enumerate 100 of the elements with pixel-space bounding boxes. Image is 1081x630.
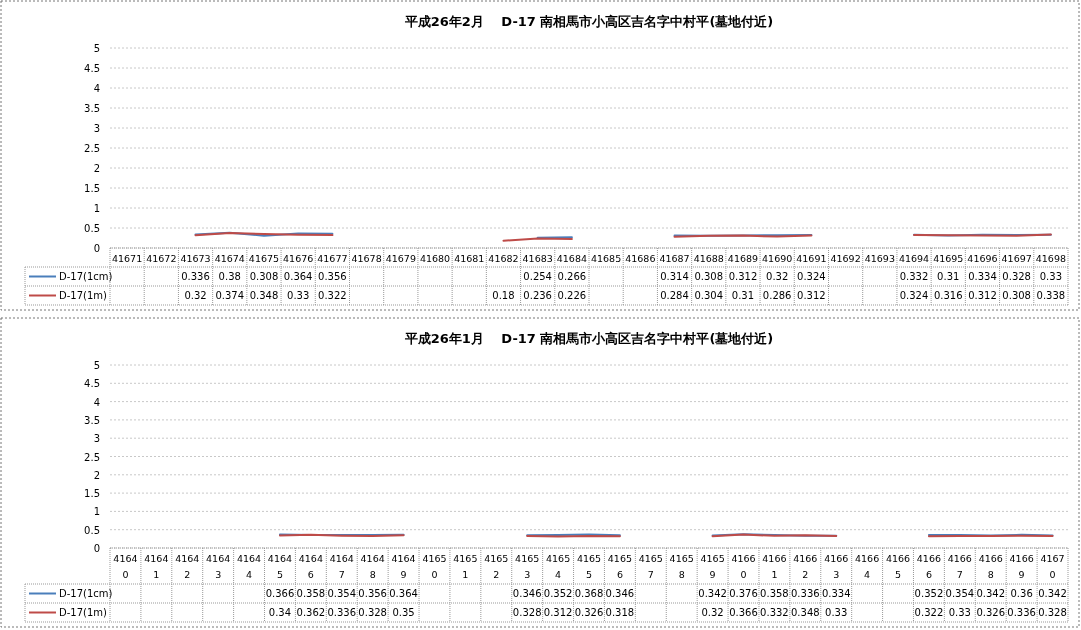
y-tick-label: 0: [93, 543, 100, 554]
data-label: 0.346: [605, 588, 635, 599]
data-label: 0.312: [797, 290, 826, 301]
data-label: 0.18: [492, 290, 515, 301]
x-tick-label: 41646: [298, 553, 323, 580]
x-tick-label: 41642: [175, 553, 200, 580]
data-label: 0.284: [660, 290, 689, 301]
data-label: 0.376: [729, 588, 758, 599]
data-label: 0.366: [729, 607, 758, 618]
legend-label: D-17(1m): [59, 607, 108, 618]
data-label: 0.326: [574, 607, 604, 618]
x-tick-label: 41660: [731, 553, 756, 580]
x-tick-label: 41691: [796, 253, 827, 264]
legend-label: D-17(1m): [59, 290, 108, 301]
x-tick-label: 41684: [556, 253, 588, 264]
x-tick-label: 41693: [864, 253, 895, 264]
legend-label: D-17(1cm): [59, 271, 113, 282]
data-label: 0.328: [1002, 271, 1031, 282]
data-label: 0.286: [762, 290, 792, 301]
x-tick-label: 41667: [947, 553, 972, 580]
x-tick-label: 41677: [317, 253, 348, 264]
data-label: 0.322: [318, 290, 347, 301]
x-tick-label: 41650: [422, 553, 447, 580]
data-label: 0.324: [899, 290, 929, 301]
x-tick-label: 41696: [967, 253, 998, 264]
x-tick-label: 41669: [1009, 553, 1034, 580]
data-label: 0.318: [605, 607, 635, 618]
x-tick-label: 41681: [454, 253, 485, 264]
x-tick-label: 41647: [329, 553, 354, 580]
data-label: 0.368: [574, 588, 604, 599]
data-label: 0.332: [899, 271, 929, 282]
data-label: 0.348: [249, 290, 279, 301]
data-label: 0.226: [557, 290, 587, 301]
data-label: 0.31: [731, 290, 755, 301]
x-tick-label: 41648: [360, 553, 385, 580]
chart-title: 平成26年2月 D-17 南相馬市小高区吉名字中村平(墓地付近): [403, 14, 774, 29]
data-label: 0.346: [512, 588, 542, 599]
y-tick-label: 2: [93, 469, 100, 481]
data-label: 0.354: [327, 588, 357, 599]
data-label: 0.33: [948, 607, 971, 618]
x-tick-label: 41692: [830, 253, 861, 264]
x-tick-label: 41698: [1035, 253, 1067, 264]
y-tick-label: 1.5: [84, 183, 100, 194]
x-tick-label: 41672: [146, 253, 177, 264]
data-label: 0.358: [296, 588, 326, 599]
y-tick-label: 0.5: [84, 223, 100, 234]
x-tick-label: 41685: [590, 253, 622, 264]
data-label: 0.354: [945, 588, 975, 599]
x-tick-label: 41665: [885, 553, 911, 580]
x-tick-label: 41661: [762, 553, 787, 580]
data-label: 0.338: [1036, 290, 1066, 301]
chart-title: 平成26年1月 D-17 南相馬市小高区吉名字中村平(墓地付近): [403, 331, 774, 346]
x-tick-label: 41652: [484, 553, 509, 580]
x-tick-label: 41654: [546, 553, 571, 580]
x-tick-label: 41655: [576, 553, 602, 580]
x-tick-label: 41690: [762, 253, 793, 264]
y-tick-label: 3.5: [84, 414, 100, 426]
data-label: 0.342: [976, 588, 1006, 599]
y-tick-label: 4.5: [84, 378, 100, 390]
x-tick-label: 41676: [283, 253, 314, 264]
x-tick-label: 41668: [978, 553, 1003, 580]
data-label: 0.32: [184, 290, 207, 301]
data-label: 0.33: [287, 290, 310, 301]
data-label: 0.336: [791, 588, 820, 599]
x-tick-label: 41694: [898, 253, 930, 264]
y-tick-label: 3: [93, 123, 100, 134]
data-label: 0.308: [1002, 290, 1031, 301]
data-label: 0.352: [543, 588, 573, 599]
x-tick-label: 41651: [453, 553, 478, 580]
data-label: 0.342: [1038, 588, 1067, 599]
data-label: 0.332: [760, 607, 789, 618]
data-label: 0.328: [358, 607, 387, 618]
x-tick-label: 41686: [625, 253, 656, 264]
x-tick-label: 41689: [727, 253, 759, 264]
data-label: 0.326: [976, 607, 1006, 618]
data-label: 0.312: [543, 607, 573, 618]
x-tick-label: 41674: [214, 253, 245, 264]
data-label: 0.316: [933, 290, 963, 301]
x-tick-label: 41679: [385, 253, 416, 264]
x-tick-label: 41659: [700, 553, 725, 580]
data-label: 0.36: [1010, 588, 1033, 599]
y-tick-label: 1: [93, 203, 100, 214]
data-label: 0.314: [660, 271, 689, 282]
x-tick-label: 41641: [144, 553, 169, 580]
data-label: 0.35: [392, 607, 415, 618]
data-label: 0.336: [181, 271, 210, 282]
data-label: 0.334: [968, 271, 997, 282]
data-label: 0.322: [914, 607, 944, 618]
data-label: 0.33: [1039, 271, 1063, 282]
data-label: 0.352: [914, 588, 944, 599]
data-label: 0.304: [694, 290, 724, 301]
x-tick-label: 41643: [206, 553, 231, 580]
data-label: 0.33: [825, 607, 848, 618]
data-label: 0.366: [265, 588, 295, 599]
x-tick-label: 41658: [669, 553, 694, 580]
data-label: 0.342: [698, 588, 727, 599]
x-tick-label: 41670: [1040, 553, 1065, 580]
x-tick-label: 41653: [515, 553, 540, 580]
data-label: 0.236: [523, 290, 552, 301]
data-label: 0.31: [937, 271, 960, 282]
